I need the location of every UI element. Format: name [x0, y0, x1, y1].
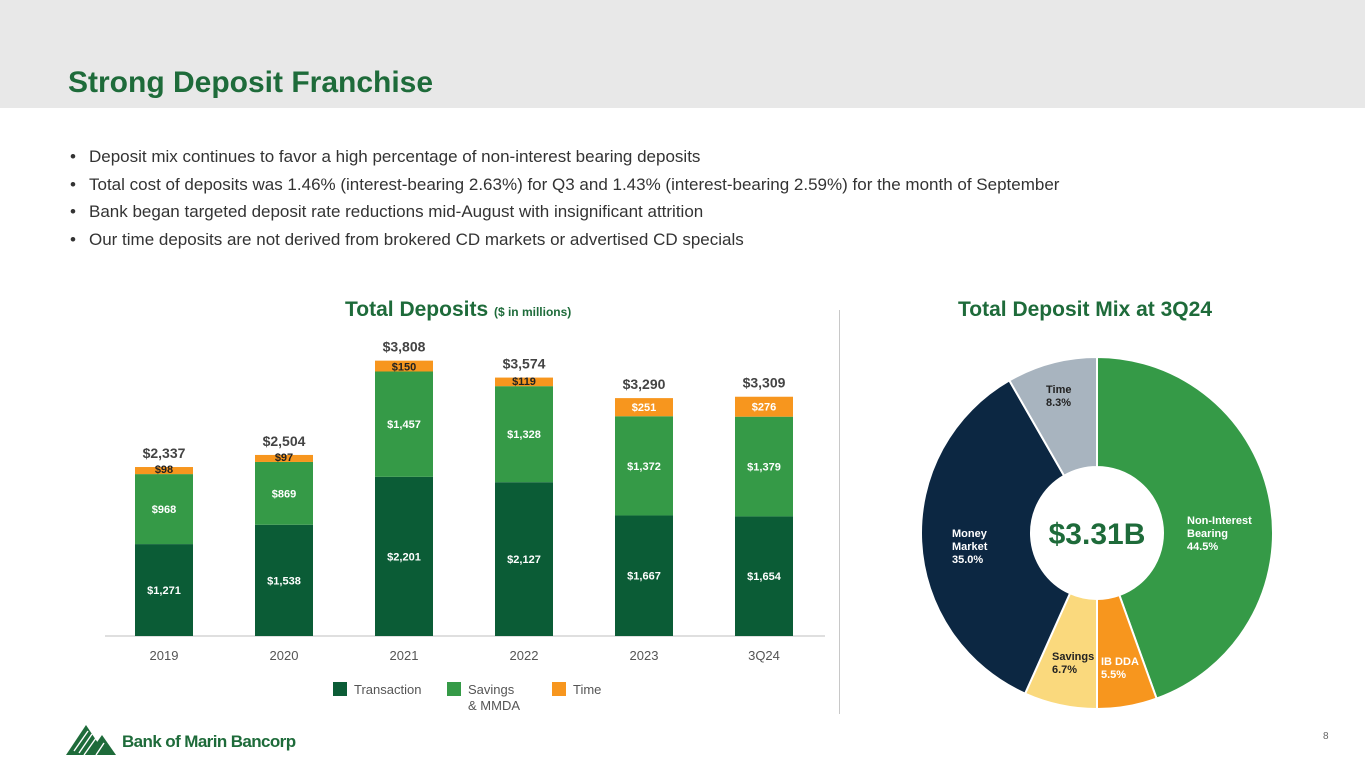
x-tick-label: 2021 — [390, 648, 419, 663]
bar-transaction-2020 — [255, 524, 313, 636]
bar-value-label: $1,328 — [507, 429, 541, 441]
bar-value-label: $98 — [155, 464, 173, 476]
bar-value-label: $1,372 — [627, 461, 661, 473]
bar-savings-2022 — [495, 386, 553, 483]
bar-time-2019 — [135, 467, 193, 475]
bar-transaction-2021 — [375, 476, 433, 636]
bar-time-3Q24 — [735, 396, 793, 417]
bar-value-label: $276 — [752, 402, 776, 414]
bullet-item: Our time deposits are not derived from b… — [70, 226, 1059, 254]
bar-time-2021 — [375, 360, 433, 372]
bar-value-label: $150 — [392, 361, 416, 373]
pie-slice-label: 5.5% — [1101, 669, 1126, 681]
pie-slice-label: 35.0% — [952, 554, 983, 566]
bar-value-label: $1,271 — [147, 585, 181, 597]
bar-savings-2023 — [615, 416, 673, 516]
pie-slice-money-market — [920, 379, 1072, 695]
bar-savings-2020 — [255, 461, 313, 525]
pie-slice-label: IB DDA — [1101, 656, 1139, 668]
legend-swatch-savings — [447, 682, 461, 696]
pie-slice-label: Market — [952, 541, 988, 553]
pie-slice-non-interest-bearing — [1096, 355, 1274, 700]
bar-value-label: $2,127 — [507, 554, 541, 566]
bar-transaction-2022 — [495, 482, 553, 636]
bar-total-label: $2,504 — [263, 433, 306, 449]
bar-total-label: $2,337 — [143, 445, 186, 461]
header-band — [0, 0, 1365, 108]
bar-transaction-2023 — [615, 515, 673, 636]
pie-slice-label: Bearing — [1187, 528, 1228, 540]
bar-value-label: $869 — [272, 488, 296, 500]
pie-slice-label: Money — [952, 528, 988, 540]
legend-swatch-time — [552, 682, 566, 696]
bar-time-2020 — [255, 454, 313, 462]
bar-total-label: $3,290 — [623, 376, 666, 392]
bar-total-label: $3,808 — [383, 339, 426, 355]
pie-chart-title: Total Deposit Mix at 3Q24 — [958, 298, 1212, 321]
mountain-logo-icon — [66, 725, 116, 756]
bar-transaction-2019 — [135, 544, 193, 636]
bullet-item: Bank began targeted deposit rate reducti… — [70, 198, 1059, 226]
bar-value-label: $1,654 — [747, 571, 782, 583]
bar-savings-2019 — [135, 474, 193, 545]
bar-time-2022 — [495, 377, 553, 387]
bar-transaction-3Q24 — [735, 516, 793, 636]
chart-divider — [839, 310, 840, 714]
pie-slice-label: 8.3% — [1046, 397, 1071, 409]
logo-text: Bank of Marin Bancorp — [122, 732, 296, 751]
bar-value-label: $1,667 — [627, 571, 661, 583]
company-logo: Bank of Marin Bancorp — [66, 721, 296, 757]
bar-total-label: $3,574 — [503, 356, 546, 372]
legend-swatch-transaction — [333, 682, 347, 696]
bar-savings-3Q24 — [735, 416, 793, 517]
pie-slice-label: 6.7% — [1052, 664, 1077, 676]
legend-label-savings: & MMDA — [468, 698, 520, 713]
bar-chart-title-main: Total Deposits — [345, 298, 489, 321]
x-tick-label: 2020 — [270, 648, 299, 663]
bar-value-label: $2,201 — [387, 551, 421, 563]
bar-value-label: $251 — [632, 402, 656, 414]
bar-value-label: $1,379 — [747, 462, 781, 474]
legend-label-time: Time — [573, 682, 601, 697]
bullet-item: Deposit mix continues to favor a high pe… — [70, 143, 1059, 171]
bar-value-label: $97 — [275, 452, 293, 464]
bar-time-2023 — [615, 398, 673, 417]
x-tick-label: 2019 — [150, 648, 179, 663]
bar-total-label: $3,309 — [743, 375, 786, 391]
x-tick-label: 2023 — [630, 648, 659, 663]
bar-value-label: $1,457 — [387, 419, 421, 431]
pie-slice-time — [1007, 355, 1098, 478]
x-tick-label: 2022 — [510, 648, 539, 663]
pie-slice-label: Savings — [1052, 651, 1094, 663]
bar-chart-title: Total Deposits ($ in millions) — [345, 298, 571, 322]
bar-value-label: $119 — [512, 376, 536, 388]
pie-center-label: $3.31B — [1049, 518, 1146, 551]
pie-slice-label: Time — [1046, 384, 1071, 396]
bullet-item: Total cost of deposits was 1.46% (intere… — [70, 171, 1059, 199]
page-title: Strong Deposit Franchise — [68, 66, 434, 99]
bullet-list: Deposit mix continues to favor a high pe… — [70, 143, 1059, 253]
bar-savings-2021 — [375, 371, 433, 477]
bar-chart-subtitle: ($ in millions) — [493, 305, 572, 319]
bar-value-label: $1,538 — [267, 575, 301, 587]
page-number: 8 — [1323, 731, 1329, 742]
pie-slice-label: 44.5% — [1187, 541, 1218, 553]
legend-label-transaction: Transaction — [354, 682, 421, 697]
legend-label-savings: Savings — [468, 682, 515, 697]
pie-slice-label: Non-Interest — [1187, 515, 1252, 527]
x-tick-label: 3Q24 — [748, 648, 780, 663]
bar-value-label: $968 — [152, 504, 176, 516]
